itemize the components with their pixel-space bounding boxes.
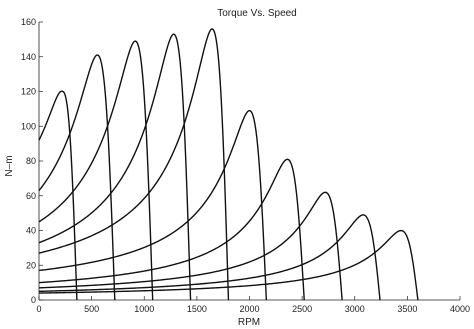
y-tick-label: 120: [21, 87, 36, 97]
y-axis-title: N–m: [4, 155, 15, 176]
x-tick-label: 0: [36, 304, 41, 314]
x-tick-label: 3500: [397, 304, 417, 314]
tick-labels: 0 500 1000 1500 2000 2500 3000 3500 4000 0 20 40 60 8…: [21, 17, 470, 314]
y-tick-label: 40: [26, 226, 36, 236]
torque-curve-10: [38, 229, 419, 301]
torque-curve-6: [38, 109, 268, 301]
axes: [38, 21, 461, 301]
x-tick-label: 2000: [239, 304, 259, 314]
x-tick-label: 4000: [450, 304, 470, 314]
x-axis-title: RPM: [238, 317, 260, 328]
torque-curve-2: [38, 54, 116, 301]
x-tick-label: 2500: [292, 304, 312, 314]
torque-curve-3: [38, 40, 154, 301]
y-tick-label: 140: [21, 52, 36, 62]
y-tick-label: 0: [31, 295, 36, 305]
torque-curve-8: [38, 191, 343, 301]
y-tick-label: 60: [26, 191, 36, 201]
y-tick-label: 100: [21, 121, 36, 131]
torque-curve-1: [38, 90, 78, 301]
torque-curve-9: [38, 214, 381, 301]
torque-curve-7: [38, 158, 305, 301]
torque-curve-5: [38, 28, 230, 301]
x-tick-label: 3000: [345, 304, 365, 314]
torque-curve-4: [38, 33, 192, 301]
y-tick-label: 160: [21, 17, 36, 27]
x-tick-label: 1500: [187, 304, 207, 314]
y-tick-label: 20: [26, 260, 36, 270]
x-tick-label: 1000: [134, 304, 154, 314]
x-tick-label: 500: [84, 304, 99, 314]
torque-curves: [38, 28, 419, 301]
chart-title: Torque Vs. Speed: [217, 8, 297, 19]
y-tick-label: 80: [26, 156, 36, 166]
